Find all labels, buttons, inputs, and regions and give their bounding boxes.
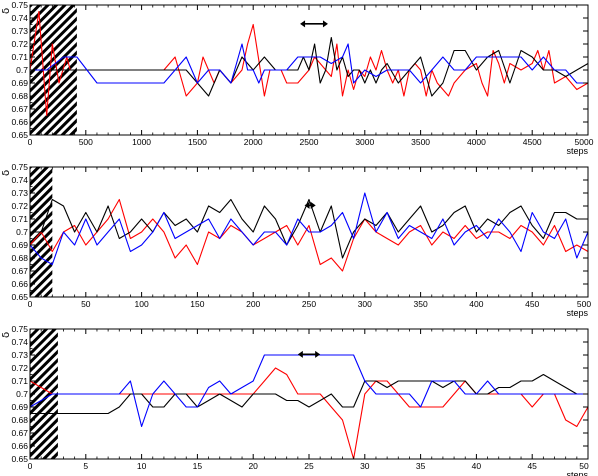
x-tick-label: 500 bbox=[577, 299, 591, 309]
x-tick-label: 400 bbox=[469, 299, 483, 309]
y-tick-label: 0.71 bbox=[11, 376, 28, 386]
y-tick-label: 0.74 bbox=[11, 337, 28, 347]
y-tick-label: 0.75 bbox=[11, 162, 28, 172]
y-tick-label: 0.71 bbox=[11, 52, 28, 62]
x-tick-label: 4500 bbox=[523, 137, 542, 147]
y-tick-label: 0.67 bbox=[11, 266, 28, 276]
x-tick-label: 2500 bbox=[300, 137, 319, 147]
y-tick-label: 0.67 bbox=[11, 104, 28, 114]
x-tick-label: 5 bbox=[83, 461, 88, 471]
y-tick-label: 0.68 bbox=[11, 253, 28, 263]
x-axis-title: steps bbox=[566, 470, 588, 476]
x-tick-label: 250 bbox=[302, 299, 316, 309]
y-tick-label: 0.71 bbox=[11, 214, 28, 224]
trace-panel-bottom: 0 5 10 15 20 25 30 35 40 45 50 0.65 0.66 0.67 0.68 0.69… bbox=[1, 324, 589, 476]
arrow-head-right bbox=[310, 201, 316, 209]
y-tick-label: 0.68 bbox=[11, 91, 28, 101]
x-tick-label: 3000 bbox=[355, 137, 374, 147]
y-tick-label: 0.65 bbox=[11, 454, 28, 464]
y-axis-title: δ bbox=[1, 332, 12, 338]
x-tick-label: 1500 bbox=[188, 137, 207, 147]
x-tick-label: 0 bbox=[28, 461, 33, 471]
x-tick-label: 150 bbox=[190, 299, 204, 309]
trace-panel-top: 0 500 1000 1500 2000 2500 3000 3500 4000 4500 5000… bbox=[1, 0, 594, 156]
arrow-head-left bbox=[304, 201, 310, 209]
x-tick-label: 20 bbox=[248, 461, 258, 471]
x-tick-label: 40 bbox=[472, 461, 482, 471]
series-line-1 bbox=[30, 198, 588, 259]
x-tick-label: 15 bbox=[193, 461, 203, 471]
y-tick-label: 0.69 bbox=[11, 402, 28, 412]
x-tick-label: 2000 bbox=[244, 137, 263, 147]
trace-panel-middle: 0 50 100 150 200 250 300 350 400 450 500 0.65 0.66 0.… bbox=[1, 162, 591, 318]
y-axis-title: δ bbox=[1, 170, 12, 176]
x-tick-label: 35 bbox=[416, 461, 426, 471]
x-tick-label: 3500 bbox=[411, 137, 430, 147]
y-tick-label: 0.73 bbox=[11, 350, 28, 360]
y-tick-label: 0.74 bbox=[11, 175, 28, 185]
series-line-1 bbox=[30, 36, 589, 97]
x-tick-label: 300 bbox=[358, 299, 372, 309]
x-axis-title: steps bbox=[566, 146, 588, 156]
x-tick-label: 5000 bbox=[575, 137, 594, 147]
y-tick-label: 0.7 bbox=[16, 227, 28, 237]
x-tick-label: 45 bbox=[527, 461, 537, 471]
arrow-head-right bbox=[322, 20, 328, 28]
y-tick-label: 0.73 bbox=[11, 188, 28, 198]
x-tick-label: 0 bbox=[28, 137, 33, 147]
x-tick-label: 500 bbox=[79, 137, 93, 147]
series-line-0 bbox=[29, 10, 589, 117]
y-tick-label: 0.65 bbox=[11, 130, 28, 140]
y-tick-label: 0.73 bbox=[11, 26, 28, 36]
x-tick-label: 450 bbox=[525, 299, 539, 309]
series-line-0 bbox=[29, 367, 589, 460]
y-tick-label: 0.72 bbox=[11, 363, 28, 373]
x-tick-label: 0 bbox=[28, 299, 33, 309]
y-tick-label: 0.69 bbox=[11, 240, 28, 250]
y-tick-label: 0.67 bbox=[11, 428, 28, 438]
y-tick-label: 0.7 bbox=[16, 389, 28, 399]
y-tick-label: 0.75 bbox=[11, 0, 28, 10]
x-tick-label: 30 bbox=[360, 461, 370, 471]
y-tick-label: 0.66 bbox=[11, 279, 28, 289]
x-tick-label: 50 bbox=[81, 299, 91, 309]
x-tick-label: 200 bbox=[246, 299, 260, 309]
x-tick-label: 10 bbox=[137, 461, 147, 471]
y-tick-label: 0.74 bbox=[11, 13, 28, 23]
y-tick-label: 0.66 bbox=[11, 117, 28, 127]
x-axis-title: steps bbox=[566, 308, 588, 318]
x-tick-label: 100 bbox=[135, 299, 149, 309]
y-tick-label: 0.66 bbox=[11, 441, 28, 451]
y-tick-label: 0.68 bbox=[11, 415, 28, 425]
x-tick-label: 350 bbox=[414, 299, 428, 309]
y-tick-label: 0.72 bbox=[11, 39, 28, 49]
series-line-2 bbox=[30, 43, 588, 84]
y-tick-label: 0.65 bbox=[11, 292, 28, 302]
arrow-head-left bbox=[300, 20, 306, 28]
series-line-0 bbox=[29, 198, 589, 272]
y-axis-title: δ bbox=[1, 8, 12, 14]
arrow-head-left bbox=[297, 350, 303, 358]
x-tick-label: 4000 bbox=[467, 137, 486, 147]
y-tick-label: 0.69 bbox=[11, 78, 28, 88]
x-tick-label: 1000 bbox=[132, 137, 151, 147]
arrow-head-right bbox=[315, 350, 321, 358]
y-tick-label: 0.72 bbox=[11, 201, 28, 211]
y-tick-label: 0.75 bbox=[11, 324, 28, 334]
x-tick-label: 25 bbox=[304, 461, 314, 471]
series-line-2 bbox=[29, 192, 589, 266]
y-tick-label: 0.7 bbox=[16, 65, 28, 75]
x-tick-label: 50 bbox=[579, 461, 589, 471]
